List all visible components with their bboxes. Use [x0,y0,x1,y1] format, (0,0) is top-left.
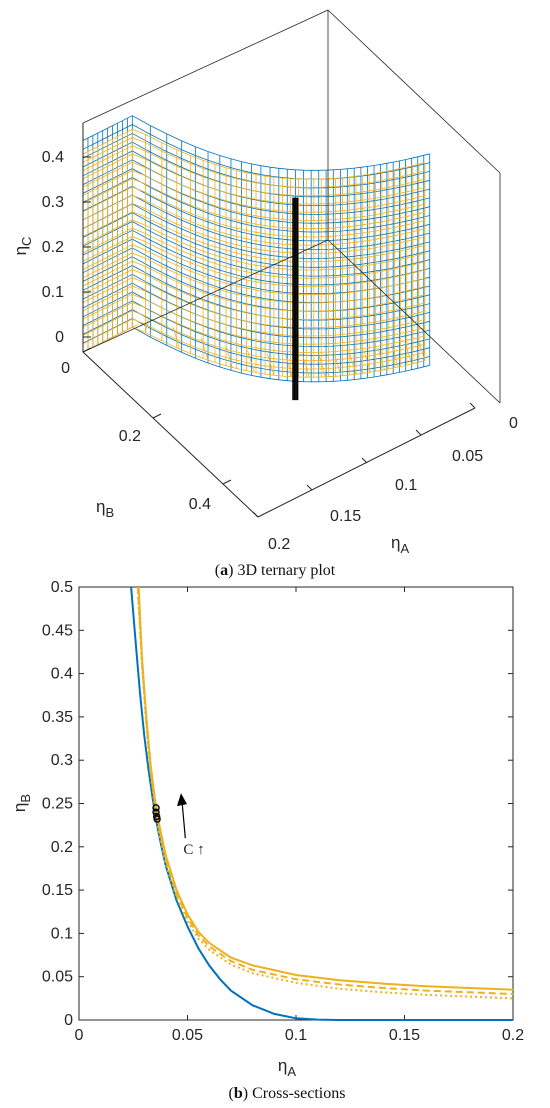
marked-curve [292,197,299,401]
mesh-line [318,354,326,377]
y-tick-label: 0.3 [51,752,73,769]
x-tick-label: 0 [75,1027,84,1044]
series-line-4 [136,586,514,1000]
caption-a: (a) 3D ternary plot [215,562,336,579]
mesh-line [82,310,425,362]
axes-ticks: 0 0.05 0.1 0.15 0.2 0 0.05 0.1 0.15 0.2 0.25 0.3 0.3… [42,579,524,1044]
y-tick-label: 0.2 [51,839,73,856]
y-tick-label: 0.05 [42,969,73,986]
z-axis-label: ηC [11,237,34,256]
surface-orange-floor [82,319,426,378]
x-tick-label: 0 [509,415,518,432]
caption-b-letter: b [234,1085,243,1102]
z-tick-label: 0.3 [42,194,64,211]
mesh-line [302,355,310,378]
mesh-line [145,319,149,333]
surface-meshes [82,115,431,383]
x-tick-label: 0.15 [389,1027,420,1044]
mesh-line [115,329,127,337]
x-tick-label: 0.05 [452,448,483,465]
y-tick-label: 0.1 [51,925,73,942]
y-axis-label: ηB [10,794,33,812]
x-tick-label: 0.15 [330,508,361,525]
caption-b-text: Cross-sections [252,1085,345,1102]
mesh-line [285,354,293,377]
mesh-line [126,324,138,331]
plot-area [78,586,514,1021]
mesh-line [404,341,413,365]
y-tick-label: 0.2 [119,428,141,445]
y-tick-label: 0 [61,360,70,377]
mesh-line [104,335,116,342]
mesh-line [93,340,105,347]
annotation: C ↑ [176,793,205,858]
mesh-line [82,170,425,221]
mesh-line [200,337,209,361]
y-tick-label: 0.15 [42,882,73,899]
panel-a-3d-plot: 0 0.1 0.2 0.3 0.4 0 0.2 0.4 0 0.05 0.1 0… [11,9,518,579]
y-tick-label: 0.25 [42,796,73,813]
panel-b-line-chart: 0 0.05 0.1 0.15 0.2 0 0.05 0.1 0.15 0.2 0.25 0.3 0.3… [10,579,524,1102]
mesh-line [363,350,371,373]
x-tick-label: 0.1 [285,1027,307,1044]
mesh-line [82,137,425,188]
z-tick-label: 0.1 [42,284,64,301]
mesh-line [266,353,275,376]
series-line-3 [137,586,514,995]
mesh-line [82,124,430,180]
y-tick-label: 0.5 [51,579,73,596]
mesh-line [82,252,425,304]
annotation-arrowhead [176,793,187,807]
mesh-line [348,352,357,375]
y-axis-label: ηB [96,497,114,520]
x-tick-label: 0.05 [172,1027,203,1044]
mesh-line [82,302,425,353]
y-tick-label: 0.35 [42,709,73,726]
y-tick-label: 0 [64,1012,73,1029]
axes-ticks: 0 0.1 0.2 0.3 0.4 0 0.2 0.4 0 0.05 0.1 0… [42,149,518,553]
caption-a-text: 3D ternary plot [237,562,335,579]
mesh-line [225,345,233,368]
series-line-1 [130,586,513,1021]
mesh-line [82,186,425,238]
y-tick-label: 0.45 [42,622,73,639]
markers [152,804,161,823]
mesh-line [82,326,425,378]
data-marker [153,815,161,823]
data-marker [152,808,160,816]
mesh-line [82,115,430,171]
mesh-line [247,350,255,373]
x-axis-label: ηA [391,533,409,556]
z-tick-label: 0 [55,329,64,346]
mesh-line [377,347,385,370]
data-marker [152,804,160,812]
x-tick-label: 0.2 [268,536,290,553]
annotation-label: C ↑ [183,842,204,858]
mesh-line [391,344,399,368]
caption-b: (b) Cross-sections [229,1085,346,1102]
mesh-line [334,353,342,376]
mesh-line [417,338,426,361]
mesh-line [172,326,180,350]
series-lines [130,586,514,1021]
y-tick-label: 0.4 [189,496,211,513]
z-tick-label: 0.2 [42,239,64,256]
caption-a-letter: a [220,562,228,579]
mesh-line [82,203,425,254]
x-tick-label: 0.1 [395,477,417,494]
surface-orange [82,128,426,378]
y-tick-label: 0.4 [51,666,73,683]
x-tick-label: 0.2 [502,1027,524,1044]
series-line-2 [137,586,514,991]
x-axis-label: ηA [278,1056,296,1079]
z-tick-label: 0.4 [42,149,64,166]
annotation-arrow [181,801,186,839]
mesh-line [82,269,425,320]
